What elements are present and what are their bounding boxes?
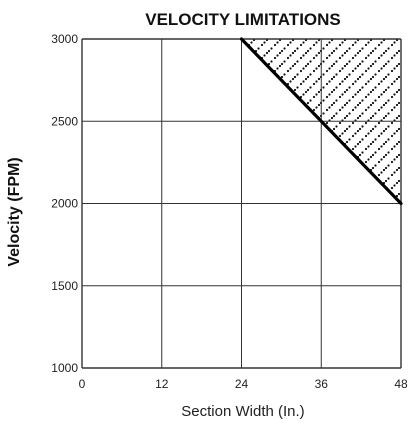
x-tick-label: 0 bbox=[79, 377, 86, 391]
chart-title: VELOCITY LIMITATIONS bbox=[145, 10, 341, 29]
x-tick-label: 36 bbox=[315, 377, 329, 391]
series-line bbox=[239, 37, 403, 206]
x-tick-label: 24 bbox=[235, 377, 249, 391]
y-tick-label: 3000 bbox=[51, 32, 78, 46]
grid bbox=[81, 38, 402, 369]
x-axis-label: Section Width (In.) bbox=[181, 403, 304, 420]
y-axis-label: Velocity (FPM) bbox=[6, 157, 23, 266]
x-tick-label: 12 bbox=[155, 377, 169, 391]
y-tick-label: 1000 bbox=[51, 361, 78, 375]
x-axis-ticks: 0 12 24 36 48 bbox=[79, 377, 408, 391]
y-tick-label: 2500 bbox=[51, 114, 78, 128]
y-axis-ticks: 1000 1500 2000 2500 3000 bbox=[51, 32, 78, 375]
series-lines bbox=[239, 37, 403, 206]
y-tick-label: 1500 bbox=[51, 279, 78, 293]
x-tick-label: 48 bbox=[394, 377, 408, 391]
y-tick-label: 2000 bbox=[51, 197, 78, 211]
